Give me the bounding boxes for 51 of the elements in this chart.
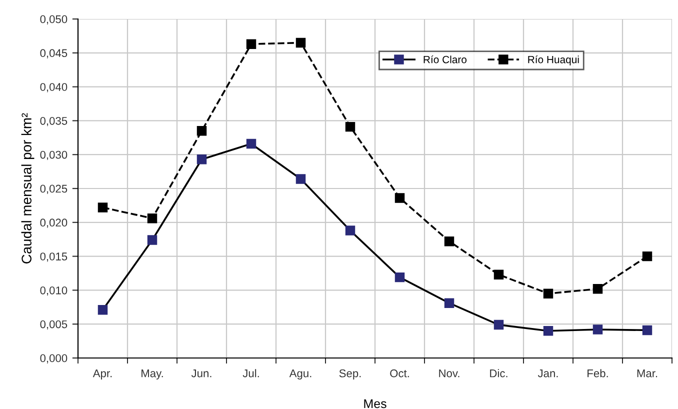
y-tick-label: 0,025	[40, 184, 68, 194]
point	[543, 326, 554, 336]
point	[147, 235, 158, 245]
y-tick-label: 0,005	[40, 320, 68, 330]
legend-label: Río Huaqui	[528, 55, 579, 66]
x-tick-label: Nov.	[439, 370, 460, 378]
point	[147, 213, 158, 224]
x-tick-label: Apr.	[92, 370, 112, 380]
y-tick-label: 0,015	[40, 252, 68, 262]
point	[642, 251, 652, 262]
point	[246, 138, 256, 149]
y-axis-title: Caudal mensual por km²	[21, 113, 34, 264]
y-tick-label: 0,050	[40, 15, 68, 24]
point	[196, 154, 207, 164]
point	[345, 122, 356, 132]
x-tick-label: Jun.	[191, 370, 212, 378]
point	[543, 288, 554, 298]
point	[98, 305, 108, 315]
x-tick-label: Agu.	[289, 370, 312, 380]
y-tick-label: 0,000	[40, 354, 68, 364]
y-tick-label: 0,045	[40, 49, 68, 58]
point	[592, 324, 603, 334]
point	[494, 320, 504, 330]
x-tick-label: Dic.	[490, 369, 508, 378]
y-tick-label: 0,040	[40, 83, 68, 92]
point	[98, 202, 108, 212]
x-tick-label: Jan.	[538, 370, 558, 378]
point	[444, 236, 454, 246]
point	[394, 193, 405, 203]
x-tick-label: Mar.	[637, 370, 658, 378]
point	[246, 39, 256, 49]
legend-label: Río Claro	[424, 55, 467, 64]
x-tick-label: Sep.	[339, 369, 361, 380]
point	[345, 226, 356, 236]
y-tick-label: 0,020	[40, 218, 68, 228]
y-tick-label: 0,010	[40, 286, 68, 296]
point	[592, 284, 603, 294]
y-tick-label: 0,035	[40, 116, 68, 126]
point	[196, 126, 207, 136]
x-axis-title: Mes	[364, 399, 386, 408]
point	[394, 272, 405, 282]
point	[296, 174, 306, 184]
x-tick-label: Jul.	[242, 369, 259, 378]
point	[494, 270, 504, 280]
x-tick-label: Oct.	[390, 369, 409, 378]
x-tick-label: Feb.	[588, 369, 608, 378]
x-tick-label: May.	[142, 370, 163, 380]
y-tick-label: 0,030	[40, 150, 68, 160]
point	[444, 298, 454, 308]
point	[642, 325, 652, 336]
point	[296, 38, 306, 48]
